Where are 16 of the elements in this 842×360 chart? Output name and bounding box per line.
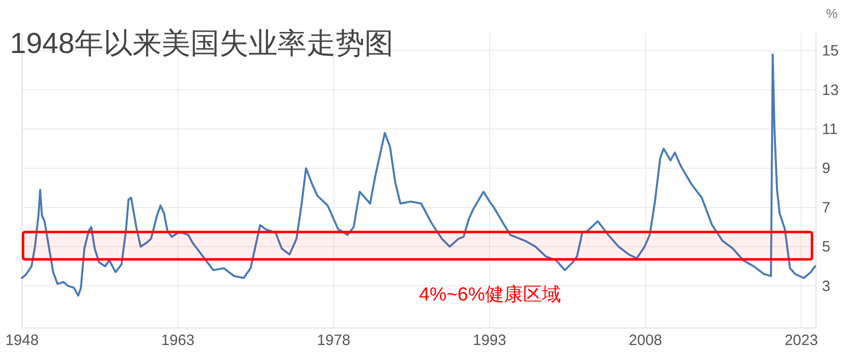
xtick: 2023 [784, 332, 818, 349]
ytick: 13 [822, 82, 839, 99]
band-label: 4%~6%健康区域 [419, 284, 562, 306]
xtick: 1963 [161, 332, 195, 349]
xtick: 2008 [628, 332, 662, 349]
ytick: 15 [822, 42, 839, 60]
ylabel: % [826, 6, 838, 21]
title: 1948年以来美国失业率走势图 [10, 28, 394, 60]
xtick: 1993 [472, 332, 506, 349]
xtick: 1978 [317, 332, 350, 349]
xtick: 1948 [5, 332, 39, 349]
ytick: 7 [822, 199, 830, 216]
ytick: 5 [822, 238, 830, 256]
ytick: 3 [822, 278, 830, 295]
ytick: 11 [822, 121, 838, 138]
ytick: 9 [822, 160, 830, 178]
